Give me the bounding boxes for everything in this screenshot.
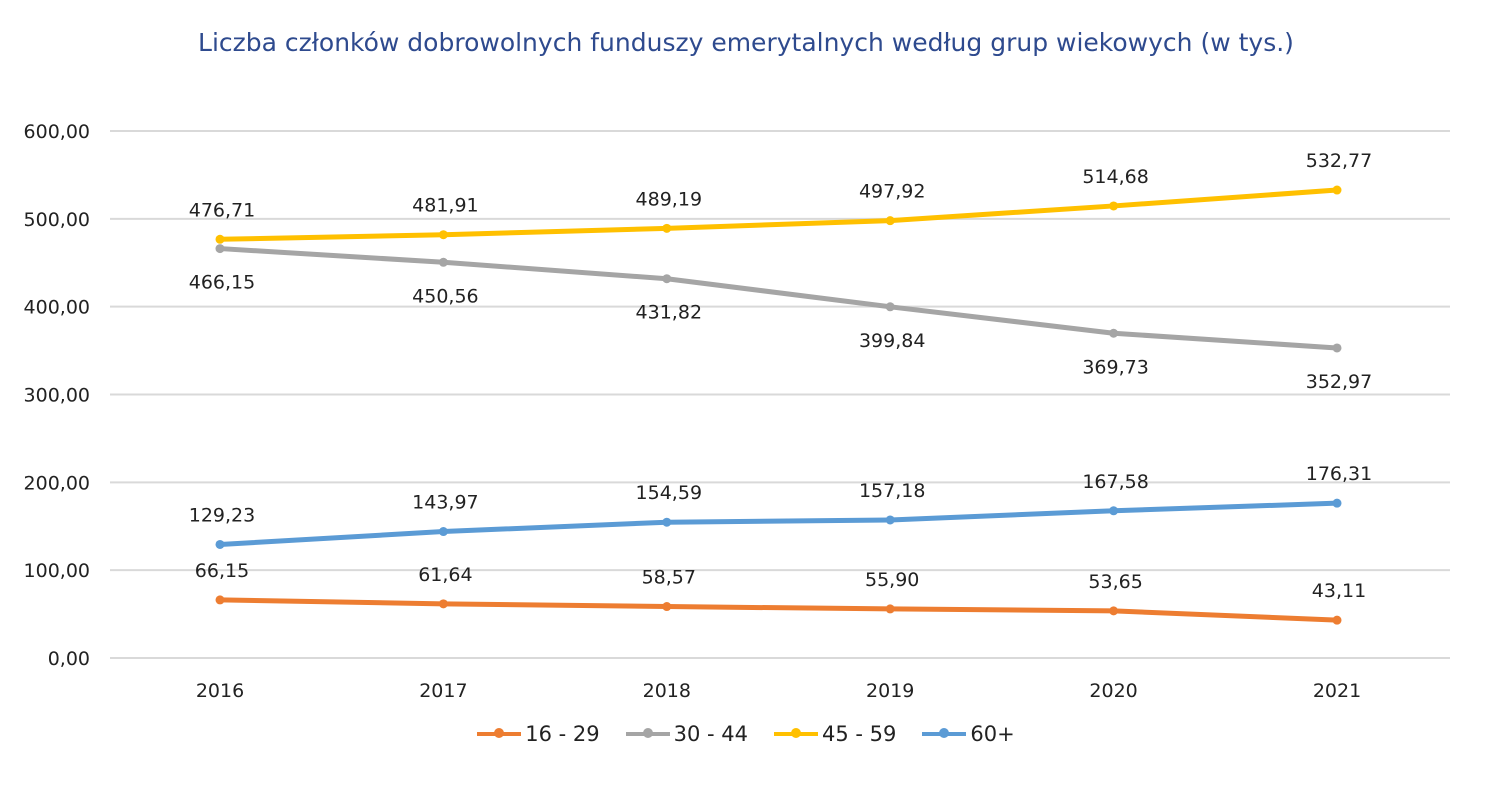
data-label: 466,15 xyxy=(189,272,255,294)
data-label: 352,97 xyxy=(1306,371,1372,393)
data-point xyxy=(438,599,448,609)
y-tick-label: 600,00 xyxy=(24,121,90,143)
legend-label: 30 - 44 xyxy=(673,722,749,746)
data-label: 154,59 xyxy=(636,482,702,504)
data-label: 55,90 xyxy=(865,569,919,591)
data-label: 476,71 xyxy=(189,199,255,221)
data-label: 43,11 xyxy=(1312,580,1366,602)
legend-marker xyxy=(642,728,653,738)
data-label: 157,18 xyxy=(859,480,925,502)
data-label: 514,68 xyxy=(1082,166,1148,188)
chart-legend: 16 - 29 30 - 44 45 - 59 60+ xyxy=(0,722,1492,746)
chart-title: Liczba członków dobrowolnych funduszy em… xyxy=(198,28,1294,57)
series-line xyxy=(217,246,1340,351)
data-point xyxy=(1332,498,1342,508)
data-label: 399,84 xyxy=(859,330,925,352)
data-point xyxy=(885,216,895,226)
y-tick-label: 100,00 xyxy=(24,560,90,582)
data-point xyxy=(1332,343,1342,353)
legend-marker xyxy=(939,728,950,738)
data-point xyxy=(438,257,448,267)
data-label: 53,65 xyxy=(1088,571,1142,593)
y-tick-label: 0,00 xyxy=(48,648,90,670)
legend-swatch xyxy=(477,728,522,738)
data-label: 167,58 xyxy=(1082,471,1148,493)
series-line xyxy=(217,187,1340,242)
legend-marker xyxy=(494,728,505,738)
x-tick-label: 2018 xyxy=(643,680,691,702)
data-label: 532,77 xyxy=(1306,150,1372,172)
legend-item: 30 - 44 xyxy=(625,722,749,746)
x-tick-label: 2019 xyxy=(866,680,914,702)
series-line xyxy=(217,597,1340,623)
data-point xyxy=(1109,328,1119,338)
legend-marker xyxy=(791,728,802,738)
data-label: 431,82 xyxy=(636,302,702,324)
x-tick-label: 2016 xyxy=(196,680,244,702)
legend-label: 16 - 29 xyxy=(525,722,600,746)
data-label: 481,91 xyxy=(412,195,478,217)
x-tick-label: 2020 xyxy=(1089,680,1137,702)
data-point xyxy=(1332,615,1342,625)
data-point xyxy=(1109,506,1119,516)
data-point xyxy=(438,527,448,537)
data-label: 369,73 xyxy=(1082,356,1148,378)
data-label: 129,23 xyxy=(189,504,255,526)
data-label: 489,19 xyxy=(636,188,702,210)
legend-swatch xyxy=(625,728,670,738)
y-tick-label: 500,00 xyxy=(24,209,90,231)
data-label: 497,92 xyxy=(859,181,925,203)
data-point xyxy=(1109,201,1119,211)
y-tick-label: 300,00 xyxy=(24,385,90,407)
y-tick-label: 400,00 xyxy=(24,297,90,319)
data-point xyxy=(215,244,225,254)
data-point xyxy=(438,230,448,240)
legend-label: 45 - 59 xyxy=(822,722,897,746)
line-chart: 0,00 100,00 200,00 300,00 400,00 500,00 600,00… xyxy=(24,121,1450,702)
legend-item: 16 - 29 xyxy=(477,722,600,746)
data-point xyxy=(662,602,672,612)
data-point xyxy=(662,223,672,233)
y-tick-label: 200,00 xyxy=(24,472,90,494)
data-point xyxy=(885,515,895,525)
legend-swatch xyxy=(774,728,819,738)
legend-item: 60+ xyxy=(922,722,1015,746)
data-label: 61,64 xyxy=(418,564,472,586)
data-point xyxy=(885,302,895,312)
data-point xyxy=(1109,606,1119,616)
series-line xyxy=(217,500,1340,547)
data-label: 143,97 xyxy=(412,492,478,514)
data-label: 58,57 xyxy=(642,567,696,589)
x-tick-label: 2021 xyxy=(1313,680,1361,702)
data-point xyxy=(215,539,225,549)
legend-swatch xyxy=(922,728,967,738)
data-point xyxy=(662,274,672,284)
legend-label: 60+ xyxy=(970,722,1015,746)
data-point xyxy=(215,595,225,605)
legend-item: 45 - 59 xyxy=(774,722,896,746)
x-tick-label: 2017 xyxy=(419,680,467,702)
data-label: 176,31 xyxy=(1306,463,1372,485)
data-point xyxy=(885,604,895,614)
data-point xyxy=(215,234,225,244)
data-point xyxy=(1332,185,1342,195)
data-label: 450,56 xyxy=(412,285,478,307)
data-label: 66,15 xyxy=(195,560,249,582)
data-point xyxy=(662,517,672,527)
